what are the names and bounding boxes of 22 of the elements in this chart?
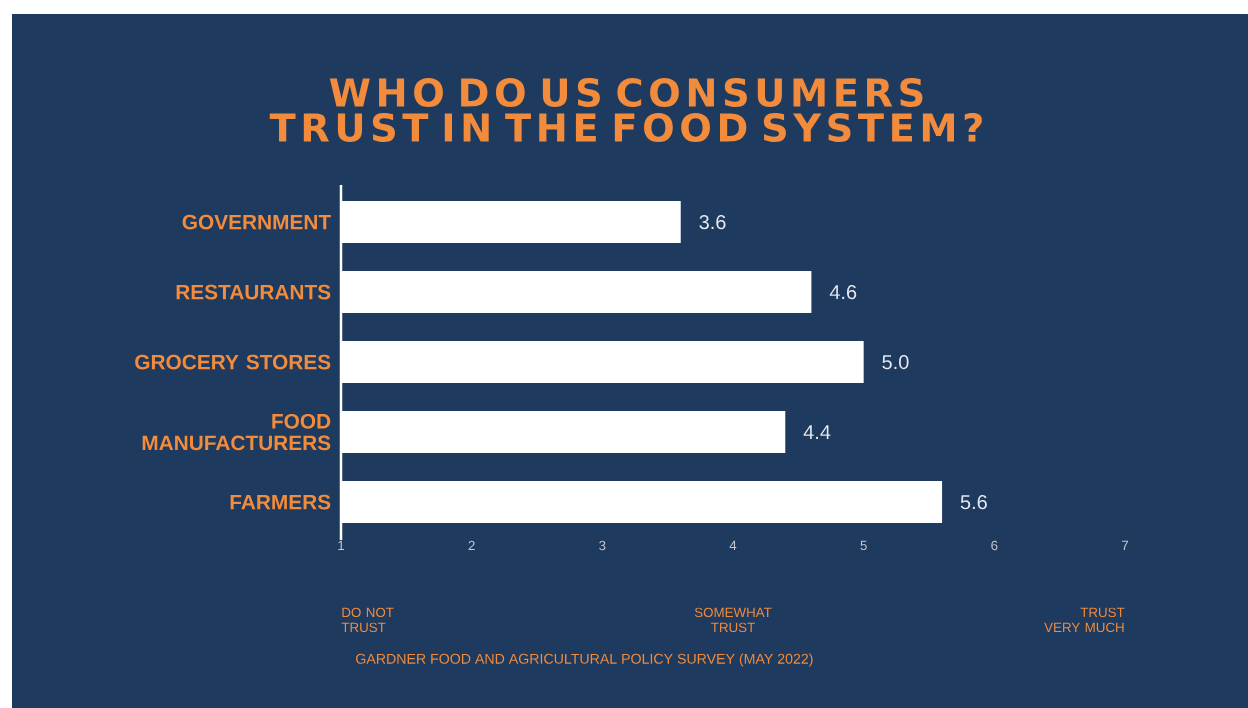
y-tick-label: GOVERNMENT [182, 214, 331, 230]
text: SOMEWHAT TRUST [694, 607, 772, 633]
x-tick-label: 2 [468, 540, 475, 551]
data-label: 4.4 [803, 425, 831, 439]
x-tick-label: 7 [1121, 540, 1129, 550]
x-tick-label: 4 [729, 540, 737, 550]
data-label: 3.6 [699, 215, 726, 230]
x-tick-label: 3 [599, 540, 606, 551]
data-label: 4.6 [829, 285, 857, 300]
y-tick-label: RESTAURANTS [176, 284, 331, 300]
data-label: 5.6 [960, 495, 987, 510]
x-tick-label: 1 [338, 540, 345, 550]
y-tick-label: FARMERS [230, 494, 331, 510]
y-tick-label: GROCERY STORES [135, 354, 331, 370]
chart-title: WHO DO US CONSUMERS TRUST IN THE FOOD SYSTEM? [269, 77, 982, 142]
x-tick-label: 5 [860, 540, 867, 551]
x-tick-label: 6 [991, 540, 998, 551]
text: GARDNER FOOD AND AGRICULTURAL POLICY SURVEY (MAY 2022) [356, 653, 813, 667]
data-label: 5.0 [882, 355, 909, 370]
text: DO NOT TRUST [341, 607, 394, 633]
text: TRUST VERY MUCH [1044, 607, 1125, 633]
y-tick-label: FOOD MANUFACTURERS [142, 413, 331, 451]
